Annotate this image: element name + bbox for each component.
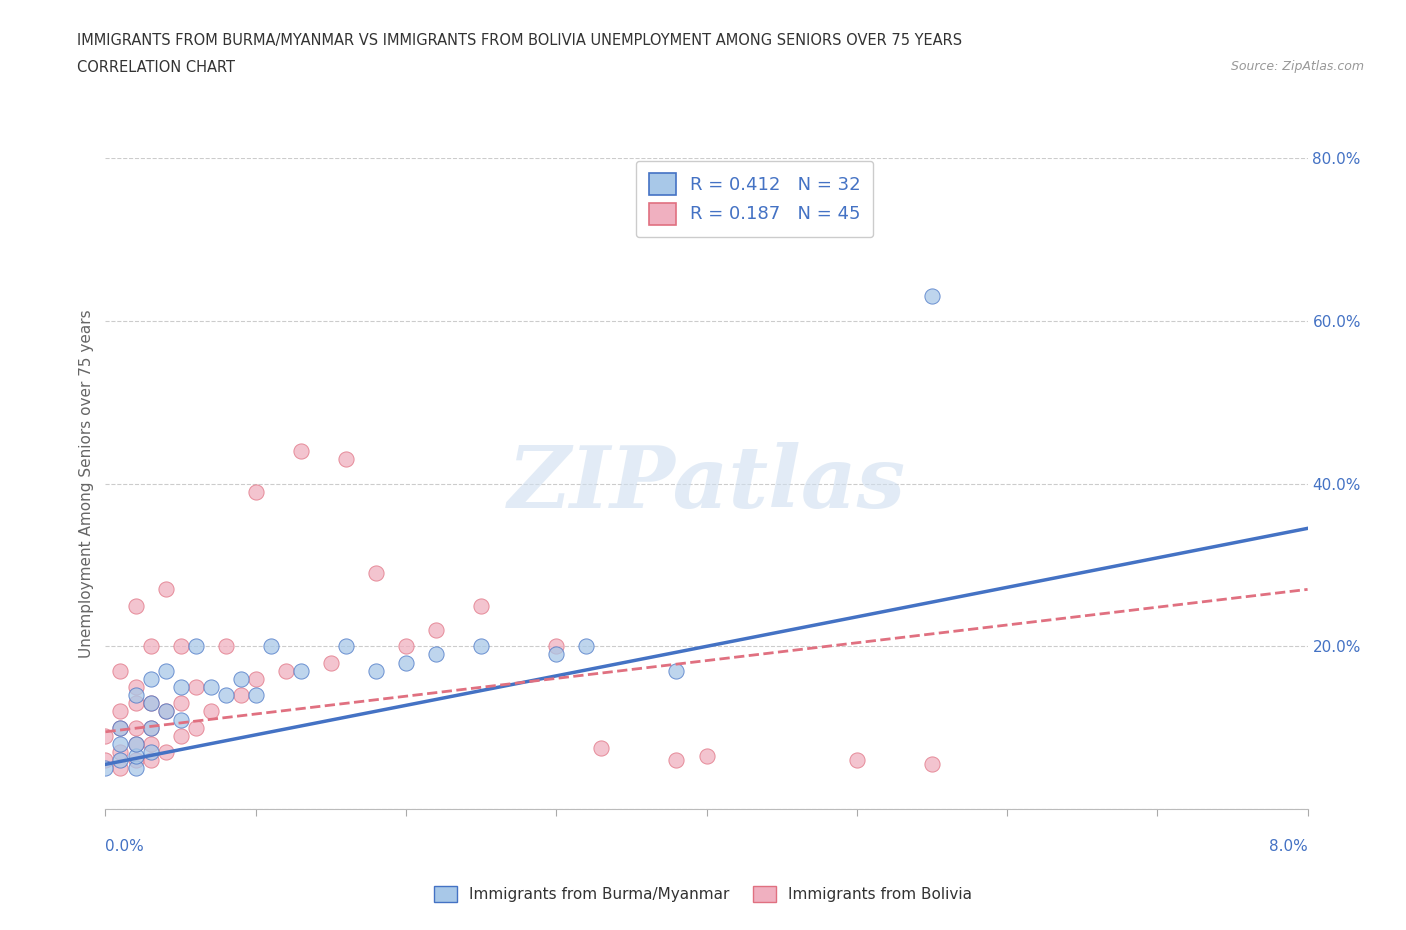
Point <box>245 671 267 686</box>
Point <box>845 753 868 768</box>
Point <box>665 753 688 768</box>
Point <box>591 740 613 755</box>
Point <box>290 663 312 678</box>
Point <box>425 623 447 638</box>
Point <box>169 728 191 743</box>
Point <box>110 761 132 776</box>
Point <box>110 753 132 768</box>
Point <box>229 688 252 703</box>
Point <box>124 598 146 613</box>
Point <box>110 745 132 760</box>
Point <box>94 761 117 776</box>
Point <box>139 696 162 711</box>
Text: 8.0%: 8.0% <box>1268 839 1308 854</box>
Point <box>470 639 492 654</box>
Point <box>139 745 162 760</box>
Point <box>214 688 236 703</box>
Point <box>229 671 252 686</box>
Point <box>395 655 418 670</box>
Point <box>335 639 357 654</box>
Point <box>155 704 177 719</box>
Point <box>245 485 267 499</box>
Point <box>124 737 146 751</box>
Point <box>470 598 492 613</box>
Point <box>169 639 191 654</box>
Text: IMMIGRANTS FROM BURMA/MYANMAR VS IMMIGRANTS FROM BOLIVIA UNEMPLOYMENT AMONG SENI: IMMIGRANTS FROM BURMA/MYANMAR VS IMMIGRA… <box>77 33 963 47</box>
Point <box>184 680 207 695</box>
Point <box>124 753 146 768</box>
Point <box>921 289 943 304</box>
Point <box>200 704 222 719</box>
Point <box>319 655 342 670</box>
Point <box>335 452 357 467</box>
Point <box>124 688 146 703</box>
Point <box>155 582 177 597</box>
Point <box>110 720 132 735</box>
Point <box>575 639 598 654</box>
Legend: R = 0.412   N = 32, R = 0.187   N = 45: R = 0.412 N = 32, R = 0.187 N = 45 <box>636 161 873 237</box>
Point <box>110 663 132 678</box>
Point <box>110 737 132 751</box>
Point <box>364 663 387 678</box>
Point <box>364 565 387 580</box>
Point <box>665 663 688 678</box>
Point <box>546 647 568 662</box>
Point <box>921 757 943 772</box>
Point <box>696 749 718 764</box>
Point <box>169 680 191 695</box>
Point <box>290 444 312 458</box>
Point <box>546 639 568 654</box>
Legend: Immigrants from Burma/Myanmar, Immigrants from Bolivia: Immigrants from Burma/Myanmar, Immigrant… <box>427 880 979 909</box>
Point <box>139 737 162 751</box>
Y-axis label: Unemployment Among Seniors over 75 years: Unemployment Among Seniors over 75 years <box>79 310 94 658</box>
Point <box>124 749 146 764</box>
Text: 0.0%: 0.0% <box>105 839 145 854</box>
Point <box>425 647 447 662</box>
Text: CORRELATION CHART: CORRELATION CHART <box>77 60 235 75</box>
Point <box>184 720 207 735</box>
Point <box>395 639 418 654</box>
Text: ZIPatlas: ZIPatlas <box>508 442 905 525</box>
Point <box>94 753 117 768</box>
Point <box>139 671 162 686</box>
Point <box>139 720 162 735</box>
Point <box>245 688 267 703</box>
Point <box>124 680 146 695</box>
Point <box>94 728 117 743</box>
Point <box>139 753 162 768</box>
Point <box>139 639 162 654</box>
Text: Source: ZipAtlas.com: Source: ZipAtlas.com <box>1230 60 1364 73</box>
Point <box>260 639 283 654</box>
Point <box>124 761 146 776</box>
Point <box>214 639 236 654</box>
Point <box>274 663 297 678</box>
Point <box>139 696 162 711</box>
Point <box>169 712 191 727</box>
Point <box>155 745 177 760</box>
Point <box>124 696 146 711</box>
Point <box>124 720 146 735</box>
Point <box>155 704 177 719</box>
Point <box>139 720 162 735</box>
Point <box>169 696 191 711</box>
Point <box>124 737 146 751</box>
Point <box>184 639 207 654</box>
Point <box>155 663 177 678</box>
Point <box>200 680 222 695</box>
Point <box>110 704 132 719</box>
Point <box>110 720 132 735</box>
